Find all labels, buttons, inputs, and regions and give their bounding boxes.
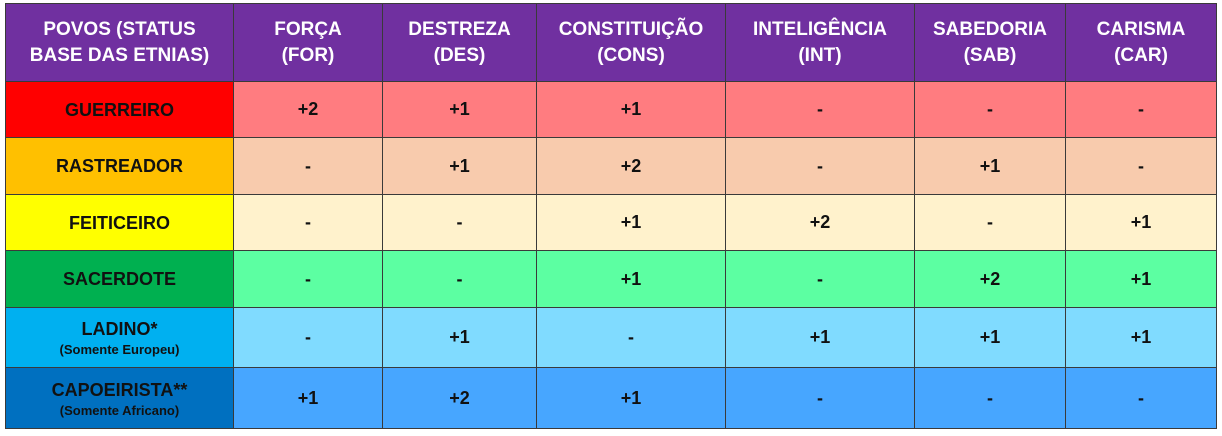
header-constituicao-line1: CONSTITUIÇÃO (558, 18, 704, 40)
header-destreza-line2: (DES) (433, 44, 486, 66)
table-row-feiticeiro: FEITICEIRO - - +1 +2 - +1 (5, 194, 1217, 251)
value-cell: +2 (382, 367, 537, 429)
row-name: SACERDOTE (62, 269, 176, 289)
header-inteligencia-line2: (INT) (798, 44, 842, 66)
row-note: (Somente Europeu) (59, 342, 180, 357)
header-forca: FORÇA (FOR) (233, 3, 383, 82)
row-name: CAPOEIRISTA** (51, 379, 188, 400)
value-cell: +1 (382, 137, 537, 195)
row-name-cell: GUERREIRO (5, 81, 234, 138)
value-cell: - (725, 367, 915, 429)
value-cell: +1 (1065, 194, 1217, 251)
row-name: GUERREIRO (64, 99, 174, 120)
row-name: RASTREADOR (55, 156, 183, 176)
value-cell: - (914, 81, 1066, 138)
table-row-sacerdote: SACERDOTE - - +1 - +2 +1 (5, 250, 1217, 308)
row-name-cell: LADINO* (Somente Europeu) (5, 307, 234, 368)
header-carisma: CARISMA (CAR) (1065, 3, 1217, 82)
value-cell: +1 (914, 307, 1066, 368)
row-name-cell: CAPOEIRISTA** (Somente Africano) (5, 367, 234, 429)
row-note: (Somente Africano) (59, 402, 180, 418)
header-forca-line2: (FOR) (281, 44, 335, 66)
attribute-table: POVOS (STATUS BASE DAS ETNIAS) FORÇA (FO… (5, 3, 1217, 429)
header-sabedoria: SABEDORIA (SAB) (914, 3, 1066, 82)
table-row-rastreador: RASTREADOR - +1 +2 - +1 - (5, 137, 1217, 195)
value-cell: - (1065, 137, 1217, 195)
value-cell: +1 (536, 194, 726, 251)
value-cell: +2 (725, 194, 915, 251)
value-cell: +2 (233, 81, 383, 138)
value-cell: - (382, 250, 537, 308)
table-row-capoeirista: CAPOEIRISTA** (Somente Africano) +1 +2 +… (5, 367, 1217, 429)
table-row-ladino: LADINO* (Somente Europeu) - +1 - +1 +1 +… (5, 307, 1217, 368)
header-povos-line2: BASE DAS ETNIAS) (29, 44, 210, 66)
value-cell: +1 (233, 367, 383, 429)
value-cell: +1 (1065, 307, 1217, 368)
value-cell: - (725, 137, 915, 195)
row-name: LADINO* (81, 319, 158, 339)
value-cell: - (382, 194, 537, 251)
value-cell: - (725, 250, 915, 308)
header-constituicao: CONSTITUIÇÃO (CONS) (536, 3, 726, 82)
header-forca-line1: FORÇA (274, 18, 342, 40)
header-carisma-line1: CARISMA (1096, 18, 1186, 40)
value-cell: +1 (914, 137, 1066, 195)
header-inteligencia-line1: INTELIGÊNCIA (752, 18, 888, 40)
header-povos-line1: POVOS (STATUS (43, 18, 196, 40)
row-name-cell: RASTREADOR (5, 137, 234, 195)
header-destreza: DESTREZA (DES) (382, 3, 537, 82)
header-row: POVOS (STATUS BASE DAS ETNIAS) FORÇA (FO… (5, 3, 1217, 82)
value-cell: - (914, 194, 1066, 251)
value-cell: - (536, 307, 726, 368)
value-cell: +2 (536, 137, 726, 195)
row-name-cell: SACERDOTE (5, 250, 234, 308)
value-cell: - (914, 367, 1066, 429)
value-cell: - (233, 194, 383, 251)
value-cell: - (1065, 81, 1217, 138)
header-carisma-line2: (CAR) (1114, 44, 1168, 66)
row-name: FEITICEIRO (68, 212, 170, 233)
value-cell: +1 (382, 307, 537, 368)
value-cell: - (1065, 367, 1217, 429)
header-destreza-line1: DESTREZA (408, 18, 511, 40)
header-sabedoria-line1: SABEDORIA (932, 18, 1047, 40)
value-cell: +1 (725, 307, 915, 368)
header-inteligencia: INTELIGÊNCIA (INT) (725, 3, 915, 82)
value-cell: - (233, 137, 383, 195)
value-cell: - (233, 250, 383, 308)
header-povos: POVOS (STATUS BASE DAS ETNIAS) (5, 3, 234, 82)
row-name-cell: FEITICEIRO (5, 194, 234, 251)
value-cell: +1 (536, 250, 726, 308)
header-sabedoria-line2: (SAB) (963, 44, 1017, 66)
table-row-guerreiro: GUERREIRO +2 +1 +1 - - - (5, 81, 1217, 138)
value-cell: - (233, 307, 383, 368)
value-cell: +1 (1065, 250, 1217, 308)
value-cell: +1 (382, 81, 537, 138)
value-cell: +1 (536, 367, 726, 429)
value-cell: +1 (536, 81, 726, 138)
header-constituicao-line2: (CONS) (597, 44, 665, 66)
value-cell: - (725, 81, 915, 138)
value-cell: +2 (914, 250, 1066, 308)
